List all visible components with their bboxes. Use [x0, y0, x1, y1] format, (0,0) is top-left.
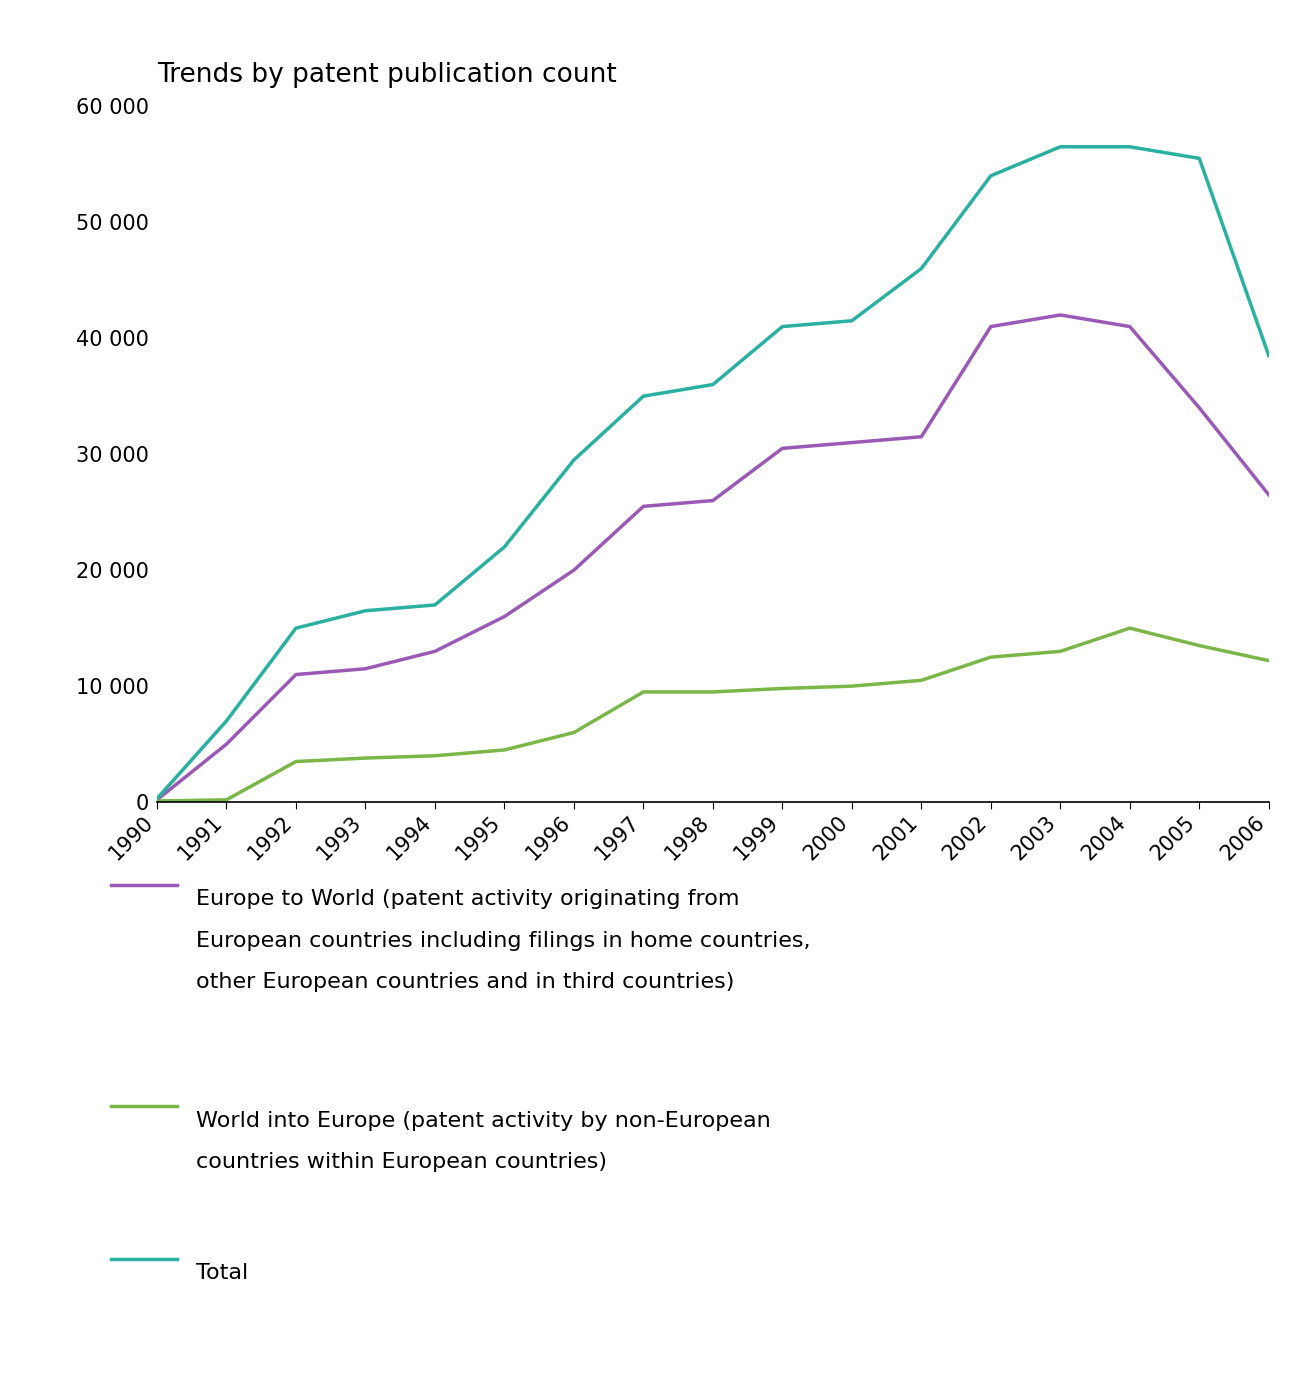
- Text: European countries including filings in home countries,: European countries including filings in …: [196, 931, 811, 950]
- Text: other European countries and in third countries): other European countries and in third co…: [196, 972, 735, 992]
- Text: Total: Total: [196, 1263, 249, 1282]
- Text: Trends by patent publication count: Trends by patent publication count: [157, 62, 616, 89]
- Text: World into Europe (patent activity by non-European: World into Europe (patent activity by no…: [196, 1111, 770, 1130]
- Text: Europe to World (patent activity originating from: Europe to World (patent activity origina…: [196, 889, 740, 909]
- Text: countries within European countries): countries within European countries): [196, 1152, 607, 1171]
